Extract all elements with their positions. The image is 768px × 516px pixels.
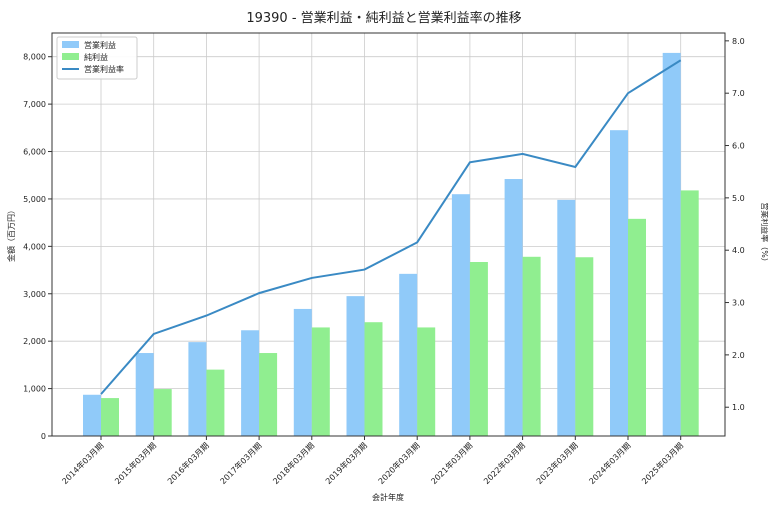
x-tick-label: 2018年03月期 [271, 440, 317, 486]
y-axis-left: 0 1,000 2,000 3,000 4,000 5,000 6,000 7,000 8,00… [23, 53, 52, 441]
y2-tick-label: 1.0 [732, 403, 745, 412]
bars [83, 53, 699, 436]
bar-net-profit [575, 257, 593, 436]
y2-axis-label: 営業利益率（%） [760, 202, 768, 266]
legend-label: 営業利益 [84, 40, 116, 50]
y-tick-label: 2,000 [23, 337, 46, 346]
bar-operating-profit [505, 179, 523, 436]
y2-tick-label: 6.0 [732, 142, 745, 151]
legend-label: 営業利益率 [84, 64, 124, 74]
x-tick-label: 2016年03月期 [165, 440, 211, 486]
margin-line [101, 60, 681, 394]
y-tick-label: 6,000 [23, 148, 46, 157]
chart-title: 19390 - 営業利益・純利益と営業利益率の推移 [246, 10, 521, 26]
y2-tick-label: 7.0 [732, 89, 745, 98]
y2-tick-label: 3.0 [732, 299, 745, 308]
x-tick-label: 2017年03月期 [218, 440, 264, 486]
legend-swatch [62, 53, 79, 60]
x-tick-label: 2021年03月期 [429, 440, 475, 486]
x-tick-label: 2015年03月期 [112, 440, 158, 486]
bar-net-profit [681, 190, 699, 436]
bar-operating-profit [663, 53, 681, 436]
x-tick-label: 2025年03月期 [639, 440, 685, 486]
bar-net-profit [206, 370, 224, 436]
x-tick-label: 2024年03月期 [587, 440, 633, 486]
y-tick-label: 8,000 [23, 53, 46, 62]
y-tick-label: 3,000 [23, 290, 46, 299]
y2-tick-label: 4.0 [732, 246, 745, 255]
x-tick-label: 2020年03月期 [376, 440, 422, 486]
line-operating-margin [101, 60, 681, 394]
bar-operating-profit [188, 342, 206, 436]
y-tick-label: 7,000 [23, 100, 46, 109]
y-tick-label: 5,000 [23, 195, 46, 204]
bar-net-profit [154, 389, 172, 436]
bar-net-profit [417, 327, 435, 436]
x-tick-label: 2014年03月期 [60, 440, 106, 486]
y-tick-label: 4,000 [23, 242, 46, 251]
bar-net-profit [259, 353, 277, 436]
x-tick-label: 2022年03月期 [481, 440, 527, 486]
bar-operating-profit [399, 274, 417, 436]
y2-tick-label: 8.0 [732, 37, 745, 46]
x-tick-label: 2019年03月期 [323, 440, 369, 486]
y2-tick-label: 5.0 [732, 194, 745, 203]
x-tick-label: 2023年03月期 [534, 440, 580, 486]
y-tick-label: 1,000 [23, 385, 46, 394]
bar-net-profit [365, 322, 383, 436]
bar-net-profit [470, 262, 488, 436]
bar-operating-profit [347, 296, 365, 436]
bar-net-profit [101, 398, 119, 436]
bar-operating-profit [452, 194, 470, 436]
legend-label: 純利益 [84, 52, 108, 62]
y-tick-label: 0 [41, 432, 46, 441]
legend-swatch [62, 41, 79, 48]
y-axis-right: 1.0 2.0 3.0 4.0 5.0 6.0 7.0 8.0 [725, 37, 745, 412]
bar-net-profit [523, 257, 541, 436]
x-axis-label: 会計年度 [372, 492, 404, 502]
y-axis-label: 金額（百万円） [6, 206, 16, 262]
bar-operating-profit [136, 353, 154, 436]
bar-operating-profit [557, 200, 575, 436]
bar-operating-profit [83, 395, 101, 436]
y2-tick-label: 2.0 [732, 351, 745, 360]
bar-operating-profit [610, 130, 628, 436]
bar-net-profit [628, 219, 646, 436]
bar-net-profit [312, 327, 330, 436]
bar-operating-profit [241, 330, 259, 436]
bar-operating-profit [294, 309, 312, 436]
